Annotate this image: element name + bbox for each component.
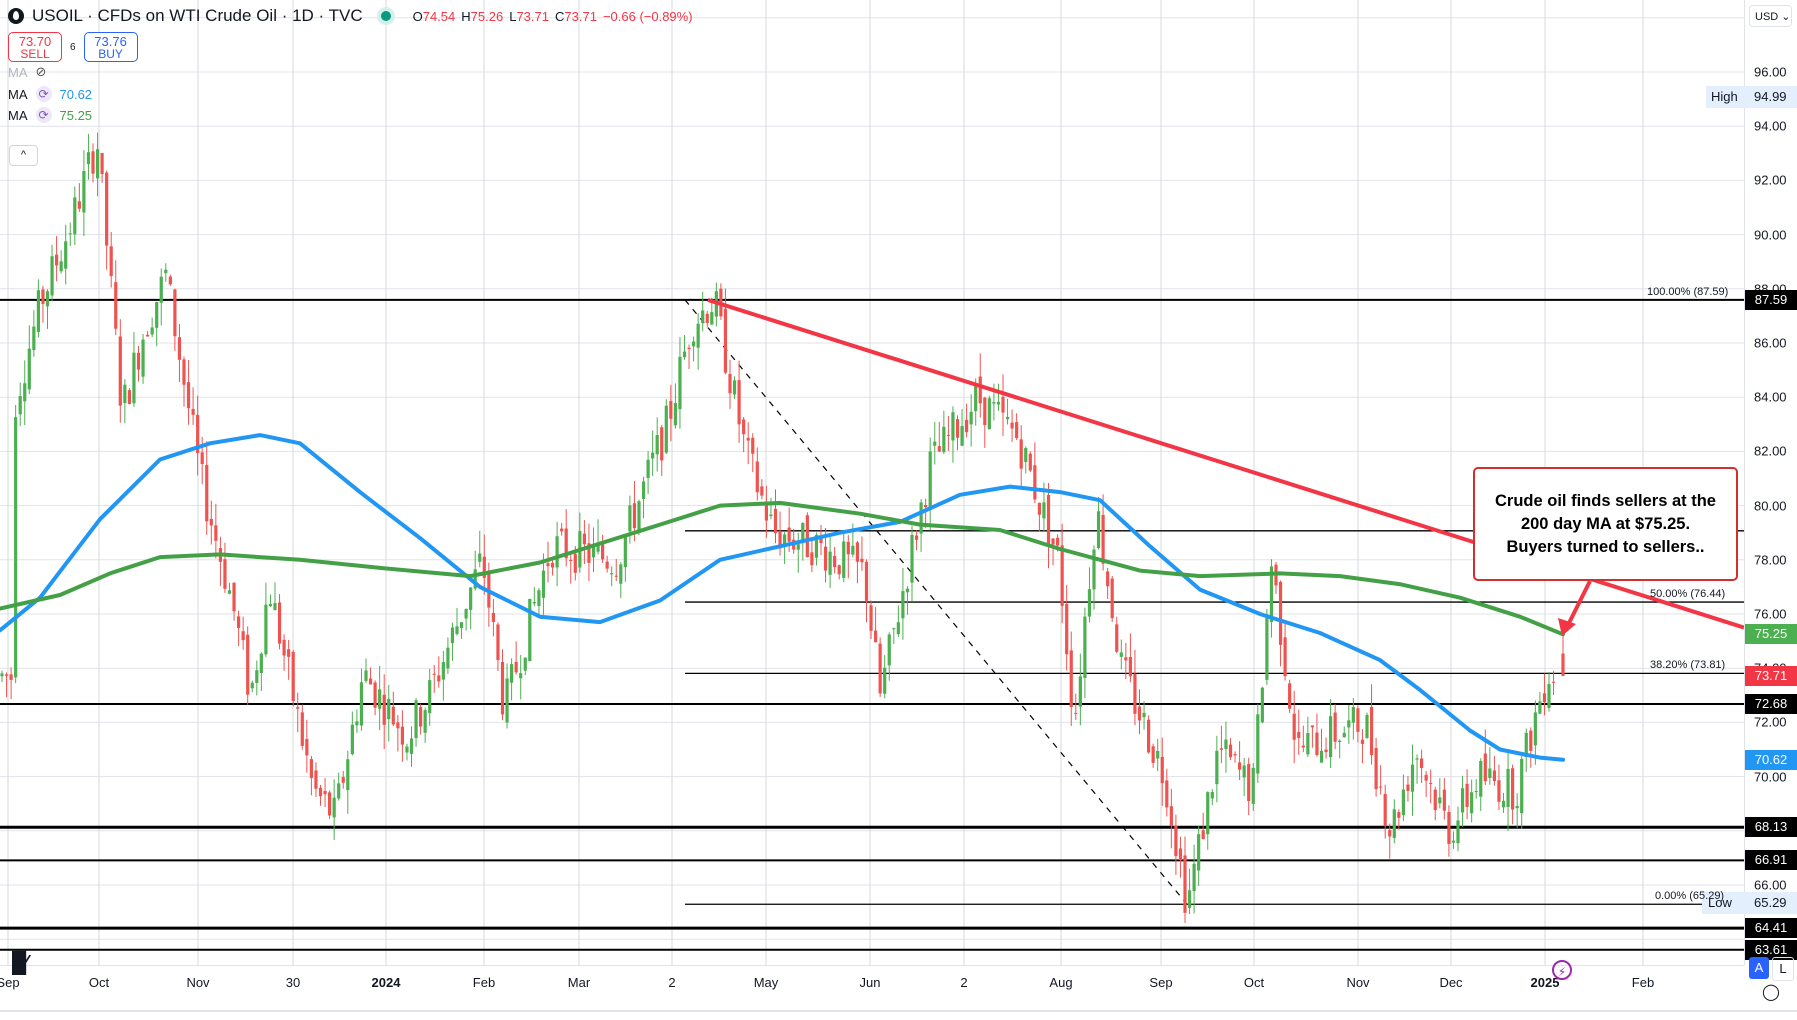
time-label: Oct bbox=[88, 975, 110, 990]
eye-crossed-icon[interactable]: ⊘ bbox=[35, 64, 47, 79]
fib-level-label: 0.00% (65.29) bbox=[1655, 890, 1725, 903]
time-label: Jun bbox=[859, 975, 881, 990]
refresh-icon[interactable]: ⟳ bbox=[35, 86, 52, 102]
time-label: Aug bbox=[1049, 975, 1073, 990]
price-tick: 80.00 bbox=[1754, 498, 1787, 514]
oil-drop-logo-icon bbox=[8, 8, 24, 24]
price-chart[interactable] bbox=[0, 0, 1744, 965]
time-label: 2 bbox=[960, 975, 968, 990]
price-tick: 94.00 bbox=[1754, 118, 1787, 134]
indicator-ma-200[interactable]: MA ⟳ 75.25 bbox=[8, 107, 93, 123]
time-label: 2024 bbox=[371, 975, 401, 990]
price-label: 64.41 bbox=[1745, 918, 1797, 939]
collapse-legend-button[interactable]: ^ bbox=[9, 145, 38, 166]
time-label: Sep bbox=[1149, 975, 1173, 990]
trade-buttons: 73.70 SELL 6 73.76 BUY bbox=[8, 32, 138, 62]
time-label: Nov bbox=[1346, 975, 1370, 990]
time-axis[interactable] bbox=[0, 965, 1744, 1011]
time-label: 2025 bbox=[1530, 975, 1560, 990]
price-tick: 86.00 bbox=[1754, 335, 1787, 351]
price-tick: 78.00 bbox=[1754, 552, 1787, 568]
time-label: Oct bbox=[1243, 975, 1265, 990]
price-tick: 96.00 bbox=[1754, 64, 1787, 80]
change-value: −0.66 (−0.89%) bbox=[602, 8, 693, 24]
market-status-icon[interactable] bbox=[380, 11, 391, 21]
price-tick: 66.00 bbox=[1754, 877, 1787, 893]
time-label: Feb bbox=[1631, 975, 1655, 990]
time-label: 30 bbox=[285, 975, 301, 990]
ohlc-values: O74.54 H75.26 L73.71 C73.71 −0.66 (−0.89… bbox=[412, 8, 693, 24]
sell-button[interactable]: 73.70 SELL bbox=[8, 32, 62, 62]
time-label: Nov bbox=[186, 975, 210, 990]
price-tick: 76.00 bbox=[1754, 606, 1787, 622]
tradingview-logo-icon[interactable]: █⁄ bbox=[12, 952, 27, 974]
settings-gear-icon[interactable]: ◯ bbox=[1762, 984, 1780, 1001]
price-tick: 92.00 bbox=[1754, 172, 1787, 188]
price-tick: 84.00 bbox=[1754, 389, 1787, 405]
lightning-icon[interactable]: ⚡ bbox=[1552, 960, 1572, 980]
time-label: Sep bbox=[0, 975, 20, 990]
price-label: 70.62 bbox=[1745, 749, 1797, 770]
price-label: 87.59 bbox=[1745, 289, 1797, 310]
time-label: May bbox=[753, 975, 779, 990]
price-tick: 82.00 bbox=[1754, 443, 1787, 459]
fib-level-label: 50.00% (76.44) bbox=[1650, 588, 1726, 601]
auto-scale-button[interactable]: A bbox=[1749, 957, 1769, 979]
fib-level-label: 38.20% (73.81) bbox=[1650, 659, 1726, 672]
high-marker: High 94.99 bbox=[1706, 86, 1797, 108]
price-tick: 70.00 bbox=[1754, 769, 1787, 785]
indicator-ma-fast[interactable]: MA ⟳ 70.62 bbox=[8, 86, 93, 102]
price-label: 72.68 bbox=[1745, 693, 1797, 714]
price-label: 73.71 bbox=[1745, 666, 1797, 687]
bottom-divider bbox=[0, 1010, 1797, 1012]
time-label: Feb bbox=[472, 975, 496, 990]
price-tick: 72.00 bbox=[1754, 714, 1787, 730]
indicator-ma-hidden[interactable]: MA ⊘ bbox=[8, 64, 47, 80]
price-tick: 90.00 bbox=[1754, 227, 1787, 243]
refresh-icon[interactable]: ⟳ bbox=[35, 107, 52, 123]
spread-value: 6 bbox=[70, 41, 76, 53]
time-label: Mar bbox=[567, 975, 591, 990]
price-label: 66.91 bbox=[1745, 850, 1797, 871]
chart-legend: USOIL · CFDs on WTI Crude Oil · 1D · TVC… bbox=[8, 6, 693, 26]
annotation-callout[interactable]: Crude oil finds sellers at the 200 day M… bbox=[1473, 467, 1738, 581]
time-label: 2 bbox=[668, 975, 676, 990]
buy-button[interactable]: 73.76 BUY bbox=[83, 32, 138, 62]
low-marker: Low 65.29 bbox=[1702, 892, 1797, 914]
chevron-up-icon: ^ bbox=[20, 149, 27, 161]
price-axis[interactable] bbox=[1744, 0, 1797, 965]
currency-select[interactable]: USD ⌄ bbox=[1749, 5, 1792, 27]
fib-level-label: 100.00% (87.59) bbox=[1647, 285, 1729, 298]
price-label: 68.13 bbox=[1745, 817, 1797, 838]
chevron-down-icon: ⌄ bbox=[1781, 11, 1791, 23]
price-label: 75.25 bbox=[1745, 624, 1797, 645]
log-scale-button[interactable]: L bbox=[1772, 957, 1794, 981]
price-label: 63.61 bbox=[1745, 939, 1797, 960]
symbol-title[interactable]: USOIL · CFDs on WTI Crude Oil · 1D · TVC bbox=[32, 6, 363, 25]
time-label: Dec bbox=[1439, 975, 1463, 990]
